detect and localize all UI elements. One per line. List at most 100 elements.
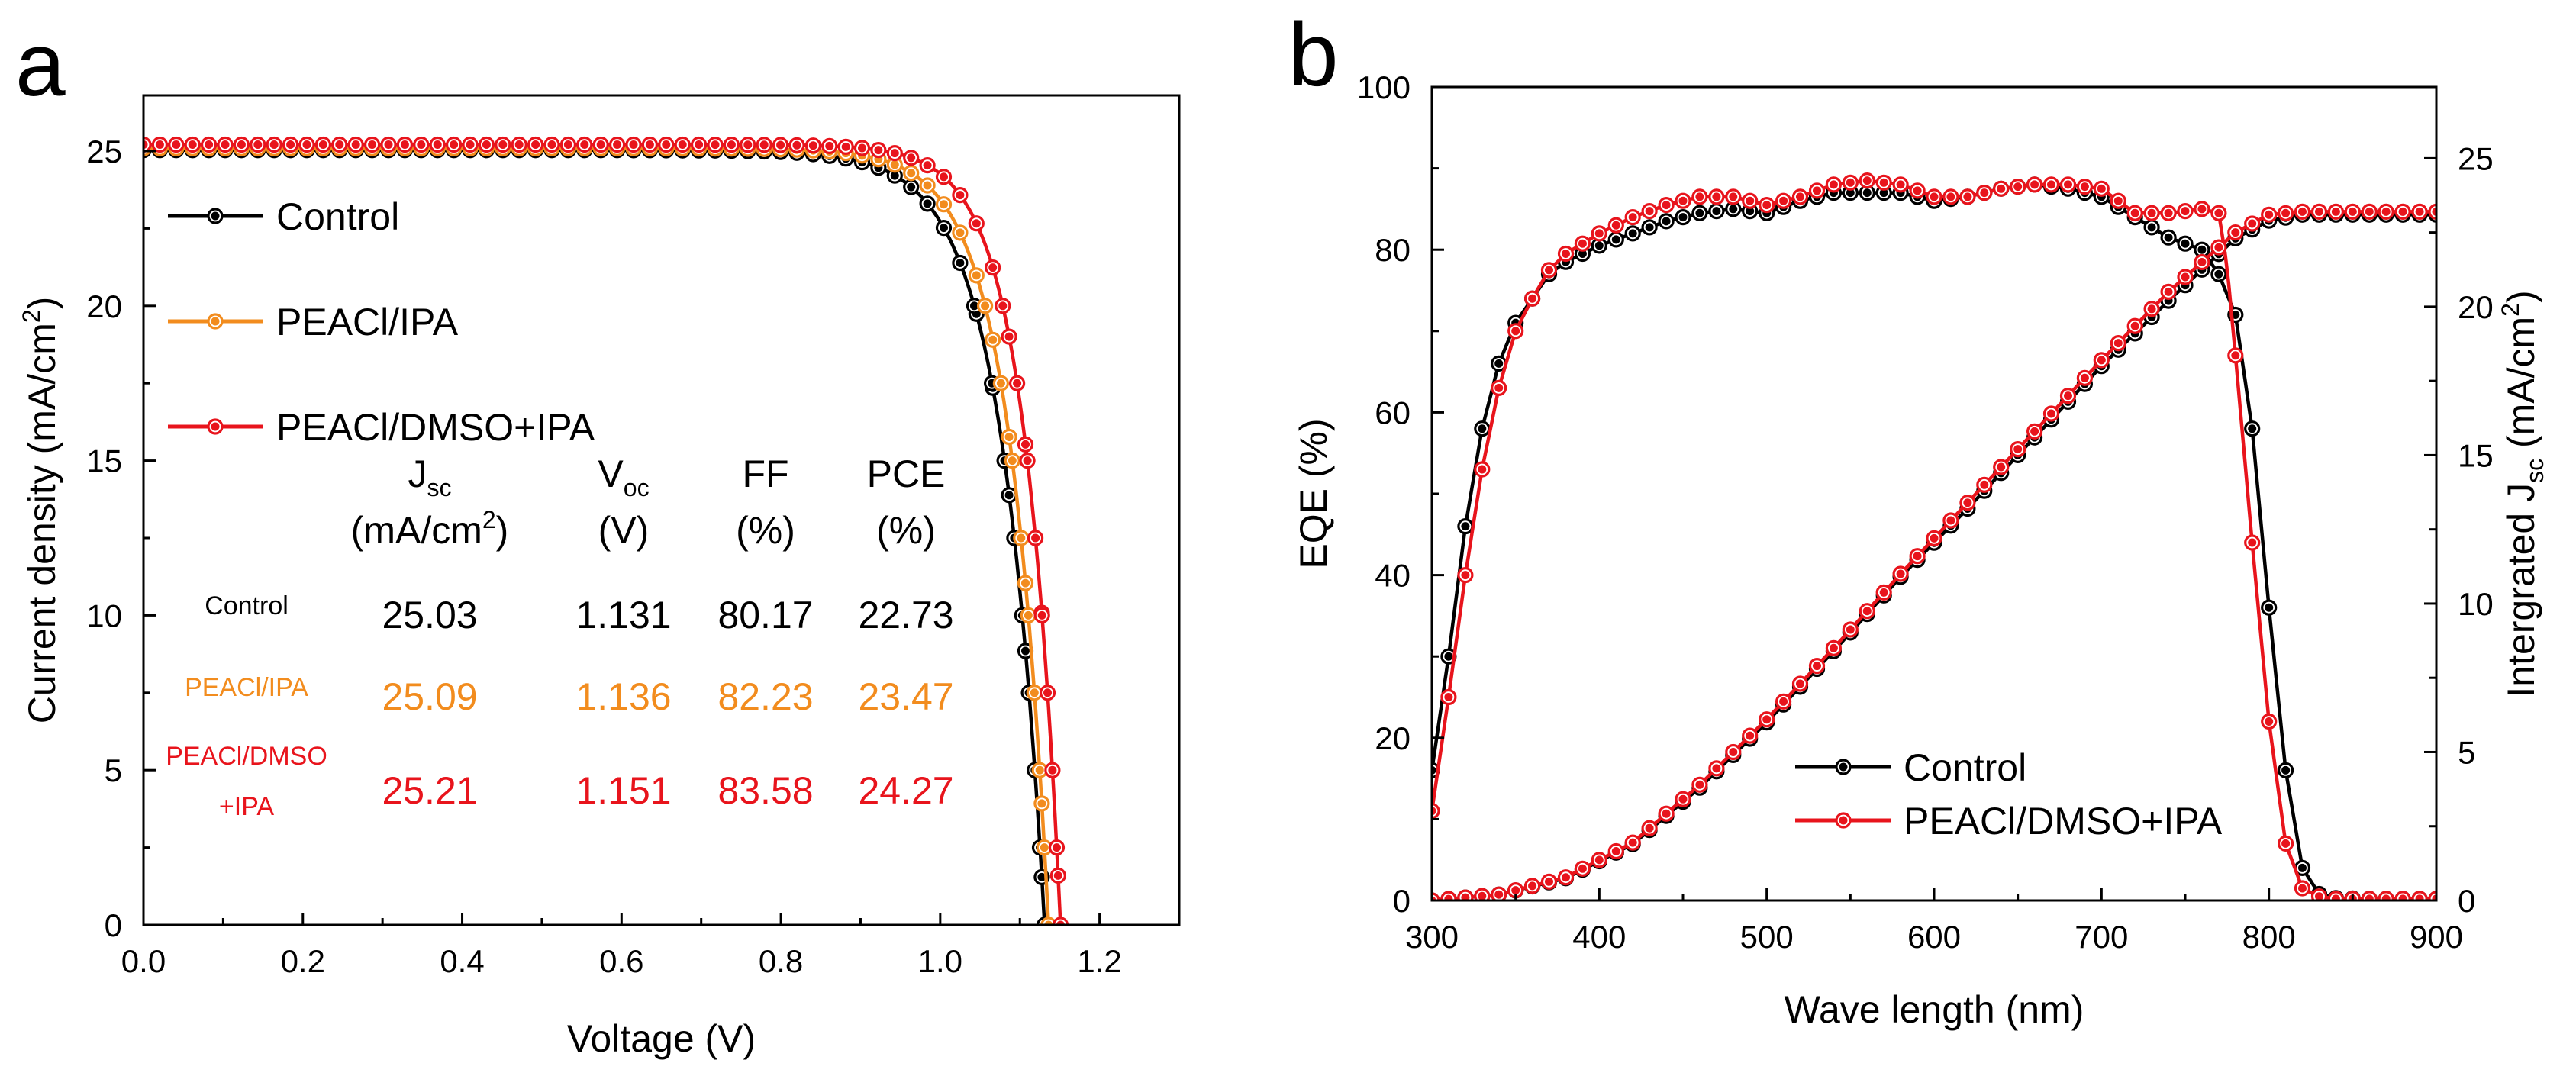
eqe-control-marker-fill [1461,522,1470,531]
jv-peacl-dmso-ipa-marker-fill [858,143,866,153]
jv-peacl-dmso-ipa-marker-fill [318,140,327,149]
xtick-label-b: 500 [1740,919,1794,955]
xtick-label-b: 700 [2075,919,2128,955]
jv-peacl-dmso-ipa-marker-fill [890,149,899,158]
eqe-peacl-dmso-ipa-marker-fill [1444,693,1453,701]
y2tick-label-b: 10 [2458,586,2494,622]
jv-peacl-ipa-marker-fill [1021,578,1030,588]
eqe-control-marker-fill [1478,424,1487,433]
eqe-control-marker-fill [1662,217,1671,226]
eqe-peacl-dmso-ipa-marker-fill [1779,196,1788,205]
eqe-control-marker-fill [1678,213,1688,222]
jv-control-marker-fill [956,259,965,267]
jsc-peacl-dmso-ipa-marker-fill [1930,533,1939,543]
jv-peacl-dmso-ipa-marker-fill [907,153,916,163]
jv-peacl-ipa-marker-fill [996,379,1005,388]
eqe-peacl-dmso-ipa-marker-fill [1562,250,1570,258]
jsc-peacl-dmso-ipa-marker-fill [2381,207,2391,216]
panel-a: a 0.0 0.2 0.4 0.6 0.8 1.0 1.2 0 5 10 15 20 25 Voltage … [15,14,1181,1060]
eqe-peacl-dmso-ipa-marker-fill [2415,894,2424,900]
jsc-peacl-dmso-ipa-marker-fill [2047,409,2055,418]
jsc-peacl-dmso-ipa-marker-fill [2013,445,2023,454]
y2-axis-label-main: Intergrated J [2500,483,2542,697]
legend-a-marker-fill [211,317,220,326]
eqe-peacl-dmso-ipa-marker-fill [2248,538,2257,547]
jv-peacl-dmso-ipa-marker-fill [727,140,736,150]
legend-a-label: Control [276,195,399,238]
jv-peacl-dmso-ipa-marker-fill [351,140,360,149]
table-cell: 80.17 [717,594,813,636]
jv-peacl-dmso-ipa-marker-fill [940,172,948,182]
jv-peacl-ipa-marker-fill [1030,688,1039,697]
jsc-peacl-dmso-ipa-marker-fill [2097,356,2106,365]
jv-peacl-dmso-ipa-marker-fill [1037,610,1046,620]
jsc-peacl-dmso-ipa-marker-fill [1662,809,1671,818]
jv-peacl-dmso-ipa-marker-fill [1053,871,1062,880]
jsc-peacl-dmso-ipa-marker-fill [2080,373,2089,382]
y2-axis-label-sub: sc [2521,459,2549,483]
y2tick-label-b: 15 [2458,437,2494,473]
ytick-label-a: 25 [86,134,122,169]
eqe-peacl-dmso-ipa-marker-fill [1545,266,1553,275]
panel-label-b: b [1288,5,1339,105]
jv-peacl-dmso-ipa-marker-fill [155,140,164,149]
jv-peacl-dmso-ipa-marker-fill [678,140,687,149]
table-cell: 83.58 [717,769,813,812]
jsc-peacl-dmso-ipa-marker-fill [2197,258,2207,266]
jv-peacl-dmso-ipa-marker-fill [972,219,981,228]
eqe-peacl-dmso-ipa-marker-fill [1461,571,1470,580]
eqe-control-marker-fill [1712,207,1721,216]
jv-peacl-dmso-ipa-marker-fill [466,140,475,149]
table-header-main: J [408,453,427,495]
jv-peacl-dmso-ipa-marker-fill [172,140,181,149]
eqe-peacl-dmso-ipa-marker-fill [2197,205,2207,214]
eqe-peacl-dmso-ipa-marker-fill [1712,192,1721,201]
eqe-peacl-dmso-ipa-marker-fill [1997,184,2006,193]
jsc-peacl-dmso-ipa-marker-fill [1729,748,1738,756]
jv-peacl-ipa-marker-fill [1008,456,1017,466]
table-unit: (mA/cm2) [351,506,509,552]
xtick-label-b: 800 [2242,919,2296,955]
eqe-control-marker-fill [2281,765,2291,775]
y2tick-label-b: 25 [2458,140,2494,176]
y2-axis-label-end: ) [2500,290,2542,303]
eqe-peacl-dmso-ipa-marker-fill [1662,201,1671,210]
jsc-peacl-dmso-ipa-marker-fill [1444,894,1453,900]
table-unit-main: (%) [736,509,795,552]
eqe-peacl-dmso-ipa-marker-fill [1879,178,1888,187]
ytick-label-b: 40 [1375,558,1411,594]
table-cell: 1.151 [575,769,671,812]
jsc-peacl-dmso-ipa-marker-fill [2298,207,2307,216]
xtick-label-a: 1.0 [918,943,962,979]
jsc-peacl-dmso-ipa-marker-fill [1528,881,1537,891]
eqe-peacl-dmso-ipa-marker-fill [1478,465,1487,474]
eqe-peacl-dmso-ipa-marker-fill [1896,180,1905,189]
eqe-peacl-dmso-ipa-marker-fill [1930,192,1939,201]
table-unit-sup: 2 [482,506,496,533]
jsc-peacl-dmso-ipa-marker-fill [1762,715,1772,724]
xtick-label-a: 0.2 [281,943,325,979]
jv-control-marker-fill [890,171,899,180]
table-header-main: V [598,453,624,495]
jsc-peacl-dmso-ipa-marker-fill [2315,207,2323,216]
jv-peacl-ipa-marker-fill [907,169,916,178]
table-cell: 1.131 [575,594,671,636]
eqe-peacl-dmso-ipa-marker-fill [2381,894,2391,900]
jv-peacl-dmso-ipa-marker-fill [368,140,377,149]
table-header-main: FF [742,453,788,495]
eqe-control-marker-fill [2298,863,2307,872]
y-axis-label-a-main: Current density (mA/cm [21,323,63,723]
legend-a-marker-fill [211,211,220,221]
eqe-peacl-dmso-ipa-marker-fill [2365,894,2374,900]
table-cell: 25.09 [382,675,477,718]
jsc-peacl-dmso-ipa-marker-fill [2365,207,2374,216]
eqe-control-marker-fill [1729,205,1738,214]
eqe-peacl-dmso-ipa-marker-fill [1762,201,1772,210]
jv-peacl-ipa-marker-fill [956,228,965,237]
table-header: Jsc [408,453,452,501]
legend-a-label: PEACl/IPA [276,301,459,343]
jv-peacl-dmso-ipa-marker-fill [645,140,654,149]
ytick-label-b: 20 [1375,720,1411,756]
jsc-peacl-dmso-ipa-marker-fill [1478,891,1487,900]
